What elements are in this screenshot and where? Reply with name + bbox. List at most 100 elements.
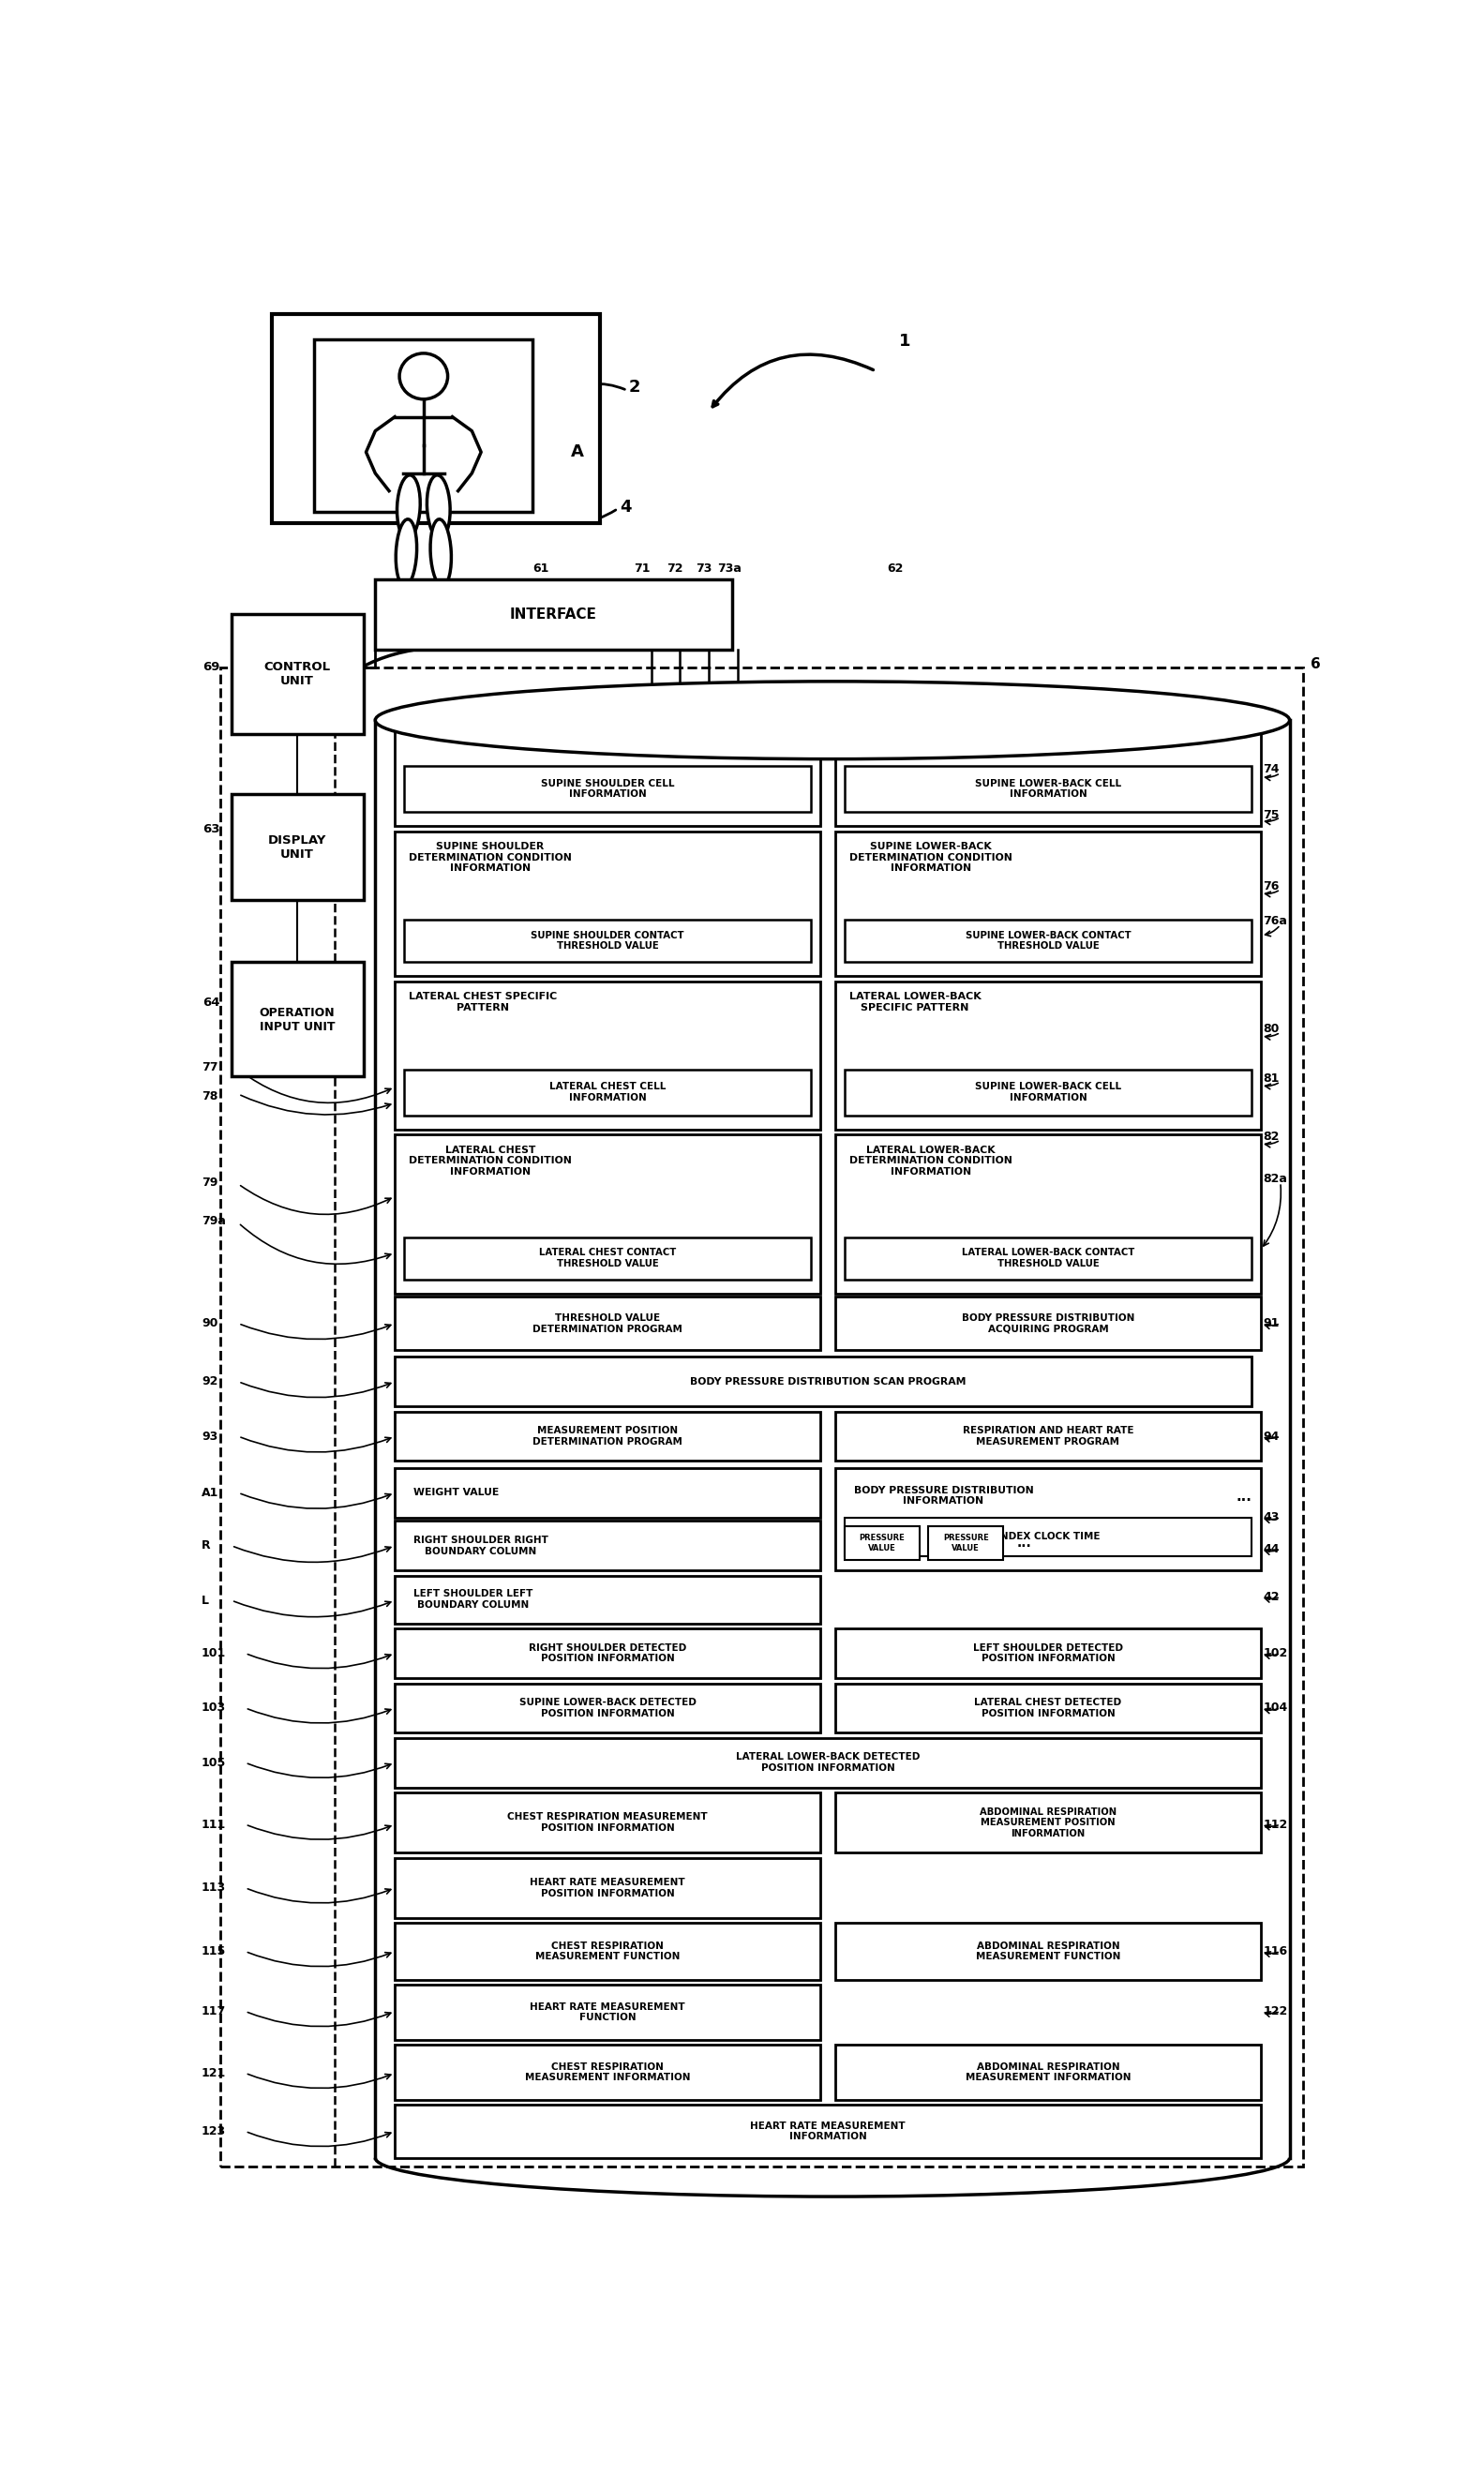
Bar bbox=[835, 1296, 1261, 1351]
Bar bbox=[395, 1984, 821, 2039]
Bar bbox=[844, 920, 1251, 962]
Text: 74: 74 bbox=[1263, 764, 1279, 777]
Text: OPERATION
INPUT UNIT: OPERATION INPUT UNIT bbox=[260, 1007, 335, 1034]
Text: 44: 44 bbox=[1263, 1544, 1279, 1556]
Text: 122: 122 bbox=[1263, 2006, 1288, 2016]
Text: LATERAL CHEST DETECTED
POSITION INFORMATION: LATERAL CHEST DETECTED POSITION INFORMAT… bbox=[975, 1697, 1122, 1717]
Bar bbox=[395, 1296, 821, 1351]
Bar bbox=[375, 579, 732, 651]
Text: L: L bbox=[202, 1593, 209, 1606]
Text: WEIGHT VALUE: WEIGHT VALUE bbox=[413, 1487, 499, 1497]
Bar bbox=[835, 1467, 1261, 1571]
Text: 94: 94 bbox=[1263, 1430, 1279, 1442]
Text: 64: 64 bbox=[203, 997, 220, 1009]
Bar bbox=[395, 1576, 821, 1623]
Text: THRESHOLD VALUE
DETERMINATION PROGRAM: THRESHOLD VALUE DETERMINATION PROGRAM bbox=[533, 1314, 683, 1333]
Bar bbox=[844, 1069, 1251, 1116]
Text: 63: 63 bbox=[203, 824, 220, 836]
Text: SUPINE SHOULDER CONTACT
THRESHOLD VALUE: SUPINE SHOULDER CONTACT THRESHOLD VALUE bbox=[531, 930, 684, 950]
Bar bbox=[395, 1737, 1261, 1786]
Text: 82a: 82a bbox=[1263, 1173, 1288, 1185]
Text: BODY PRESSURE DISTRIBUTION
INFORMATION: BODY PRESSURE DISTRIBUTION INFORMATION bbox=[853, 1487, 1033, 1507]
Text: LATERAL CHEST CONTACT
THRESHOLD VALUE: LATERAL CHEST CONTACT THRESHOLD VALUE bbox=[539, 1247, 677, 1269]
Text: HEART RATE MEASUREMENT
FUNCTION: HEART RATE MEASUREMENT FUNCTION bbox=[530, 2001, 686, 2021]
Bar bbox=[844, 1526, 919, 1559]
Text: 90: 90 bbox=[202, 1316, 218, 1329]
Text: 42: 42 bbox=[1263, 1591, 1279, 1603]
Text: SUPINE LOWER-BACK CONTACT
THRESHOLD VALUE: SUPINE LOWER-BACK CONTACT THRESHOLD VALU… bbox=[965, 930, 1131, 950]
Text: INTERFACE: INTERFACE bbox=[510, 606, 597, 621]
Text: 113: 113 bbox=[202, 1883, 226, 1895]
Text: RIGHT SHOULDER DETECTED
POSITION INFORMATION: RIGHT SHOULDER DETECTED POSITION INFORMA… bbox=[528, 1643, 687, 1663]
Bar bbox=[404, 767, 812, 811]
Bar bbox=[315, 339, 533, 512]
Ellipse shape bbox=[430, 520, 451, 586]
Bar bbox=[375, 720, 1290, 2157]
Bar bbox=[395, 1136, 821, 1294]
Bar bbox=[395, 1628, 821, 1677]
Text: 43: 43 bbox=[1263, 1512, 1279, 1524]
Text: SUPINE LOWER-BACK
DETERMINATION CONDITION
INFORMATION: SUPINE LOWER-BACK DETERMINATION CONDITIO… bbox=[849, 841, 1012, 873]
Ellipse shape bbox=[375, 680, 1290, 760]
Text: SUPINE LOWER-BACK DETECTED
POSITION INFORMATION: SUPINE LOWER-BACK DETECTED POSITION INFO… bbox=[519, 1697, 696, 1717]
Bar bbox=[395, 1413, 821, 1462]
Bar bbox=[395, 831, 821, 975]
Bar bbox=[929, 1526, 1003, 1559]
Text: INDEX CLOCK TIME: INDEX CLOCK TIME bbox=[996, 1531, 1100, 1541]
Text: 4: 4 bbox=[620, 497, 632, 515]
Text: 76: 76 bbox=[1263, 881, 1279, 893]
Text: SUPINE LOWER-BACK CELL
INFORMATION: SUPINE LOWER-BACK CELL INFORMATION bbox=[975, 1081, 1122, 1103]
Text: A1: A1 bbox=[202, 1487, 218, 1499]
Bar bbox=[395, 2105, 1261, 2157]
Bar bbox=[395, 730, 821, 826]
Text: 117: 117 bbox=[202, 2006, 226, 2016]
Text: ...: ... bbox=[1236, 1489, 1251, 1504]
Text: 123: 123 bbox=[202, 2125, 226, 2138]
Bar bbox=[395, 982, 821, 1131]
Text: PRESSURE
VALUE: PRESSURE VALUE bbox=[942, 1534, 988, 1551]
Bar bbox=[404, 1069, 812, 1116]
Bar bbox=[835, 2046, 1261, 2100]
Text: CONTROL
UNIT: CONTROL UNIT bbox=[264, 661, 331, 688]
Text: ABDOMINAL RESPIRATION
MEASUREMENT POSITION
INFORMATION: ABDOMINAL RESPIRATION MEASUREMENT POSITI… bbox=[979, 1806, 1116, 1838]
Text: 112: 112 bbox=[1263, 1818, 1288, 1831]
Text: 103: 103 bbox=[202, 1702, 226, 1714]
Bar bbox=[395, 1922, 821, 1979]
Text: 82: 82 bbox=[1263, 1131, 1279, 1143]
Ellipse shape bbox=[399, 354, 448, 398]
Text: 121: 121 bbox=[202, 2066, 226, 2078]
Bar bbox=[835, 1136, 1261, 1294]
Ellipse shape bbox=[396, 520, 417, 586]
Text: HEART RATE MEASUREMENT
INFORMATION: HEART RATE MEASUREMENT INFORMATION bbox=[751, 2120, 905, 2142]
Text: 69: 69 bbox=[203, 661, 220, 673]
Text: 75: 75 bbox=[1263, 809, 1279, 821]
Bar bbox=[844, 1237, 1251, 1279]
Text: LATERAL LOWER-BACK
SPECIFIC PATTERN: LATERAL LOWER-BACK SPECIFIC PATTERN bbox=[849, 992, 981, 1012]
Text: RIGHT SHOULDER RIGHT
BOUNDARY COLUMN: RIGHT SHOULDER RIGHT BOUNDARY COLUMN bbox=[413, 1536, 548, 1556]
Bar bbox=[395, 1356, 1251, 1405]
Bar bbox=[835, 982, 1261, 1131]
Text: 91: 91 bbox=[1263, 1316, 1279, 1329]
Text: 111: 111 bbox=[202, 1818, 226, 1831]
Bar bbox=[835, 1413, 1261, 1462]
Text: MEASUREMENT POSITION
DETERMINATION PROGRAM: MEASUREMENT POSITION DETERMINATION PROGR… bbox=[533, 1425, 683, 1447]
Text: SUPINE LOWER-BACK CELL
INFORMATION: SUPINE LOWER-BACK CELL INFORMATION bbox=[975, 779, 1122, 799]
Text: 116: 116 bbox=[1263, 1945, 1288, 1957]
Text: 80: 80 bbox=[1263, 1022, 1279, 1034]
Text: SUPINE SHOULDER
DETERMINATION CONDITION
INFORMATION: SUPINE SHOULDER DETERMINATION CONDITION … bbox=[408, 841, 571, 873]
Bar bbox=[835, 1628, 1261, 1677]
Bar bbox=[835, 1682, 1261, 1732]
Text: CHEST RESPIRATION
MEASUREMENT FUNCTION: CHEST RESPIRATION MEASUREMENT FUNCTION bbox=[536, 1942, 680, 1962]
Bar bbox=[844, 767, 1251, 811]
Bar bbox=[232, 794, 364, 901]
Text: 92: 92 bbox=[202, 1376, 218, 1388]
Text: RESPIRATION AND HEART RATE
MEASUREMENT PROGRAM: RESPIRATION AND HEART RATE MEASUREMENT P… bbox=[963, 1425, 1134, 1447]
Text: 102: 102 bbox=[1263, 1648, 1288, 1660]
Text: 6: 6 bbox=[1310, 656, 1321, 670]
Bar bbox=[844, 1517, 1251, 1556]
Text: BODY PRESSURE DISTRIBUTION
ACQUIRING PROGRAM: BODY PRESSURE DISTRIBUTION ACQUIRING PRO… bbox=[962, 1314, 1134, 1333]
Bar bbox=[395, 1794, 821, 1853]
Bar bbox=[232, 614, 364, 735]
Text: SUPINE SHOULDER CELL
INFORMATION: SUPINE SHOULDER CELL INFORMATION bbox=[540, 779, 674, 799]
Text: LEFT SHOULDER DETECTED
POSITION INFORMATION: LEFT SHOULDER DETECTED POSITION INFORMAT… bbox=[974, 1643, 1123, 1663]
